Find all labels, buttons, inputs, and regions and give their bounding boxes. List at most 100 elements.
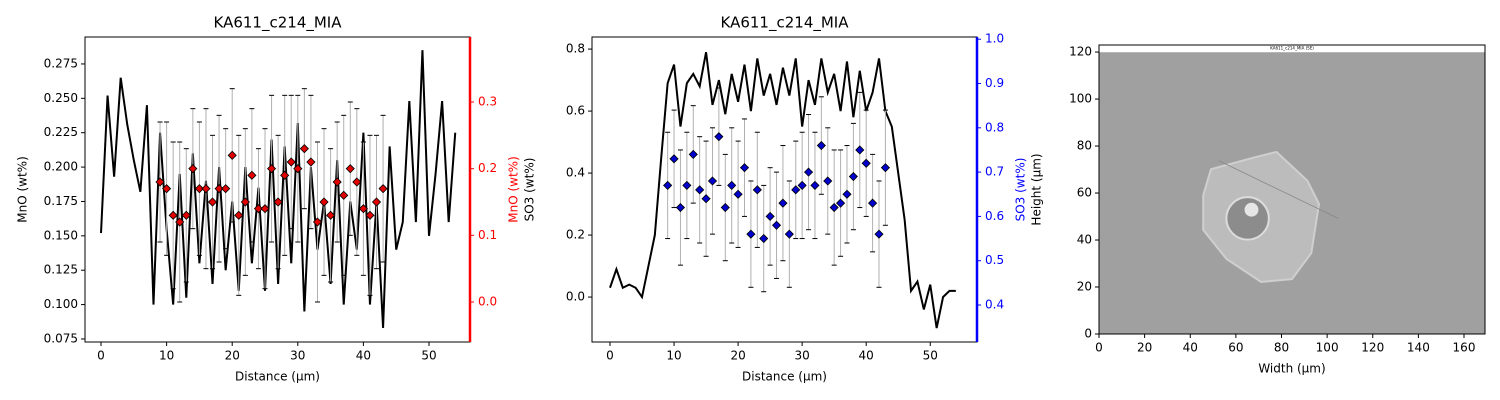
point (720, 202, 730, 213)
x-tick-label: 20 (1137, 341, 1152, 355)
point (823, 176, 833, 186)
point (810, 180, 820, 190)
x-tick-label: 10 (666, 349, 681, 363)
y-axis-label: Height (µm) (1030, 153, 1044, 225)
y-tick-label: 0 (1084, 327, 1092, 341)
plot-frame (591, 36, 978, 343)
y-tick-label: 0.4 (566, 166, 585, 180)
point (194, 184, 204, 194)
x-tick-label: 80 (1274, 341, 1289, 355)
y-tick-label: 0.175 (44, 194, 78, 208)
x-tick-label: 30 (795, 349, 810, 363)
point (221, 184, 231, 194)
y-tick-label: 0.6 (566, 104, 585, 118)
point (784, 229, 794, 239)
point (675, 202, 686, 213)
x-tick-label: 20 (225, 349, 240, 363)
x-tick-label: 0 (606, 349, 614, 363)
point (682, 180, 692, 190)
chart-title: KA611_c214_MIA (721, 14, 850, 33)
point (332, 177, 342, 187)
point (345, 164, 355, 174)
x-tick-label: 0 (1095, 341, 1103, 355)
y-tick-label: 0.200 (44, 160, 78, 174)
y-tick-label: 0.0 (566, 290, 585, 304)
y-tick-label: 0.100 (44, 297, 78, 311)
point (803, 167, 814, 177)
point (663, 180, 673, 190)
x-tick-label: 40 (859, 349, 874, 363)
point (714, 132, 724, 142)
x-tick-label: 140 (1407, 341, 1430, 355)
point (299, 144, 309, 154)
point (352, 177, 362, 187)
point (759, 233, 769, 244)
y2-tick-label: 0.2 (478, 161, 497, 175)
y-tick-label: 40 (1077, 233, 1092, 247)
point (861, 158, 871, 168)
point (797, 180, 807, 190)
y2-tick-label: 0.9 (985, 76, 1004, 90)
point (791, 185, 801, 195)
point (181, 210, 191, 220)
y2-tick-label: 0.7 (985, 165, 1004, 179)
point (868, 198, 878, 208)
x-tick-label: 40 (356, 349, 371, 363)
x-axis-label: Distance (µm) (742, 370, 827, 384)
image-label: KA611_c214_MIA (SE) (1270, 45, 1314, 50)
point (266, 164, 277, 174)
y2-axis-label: SO3 (wt%) (1014, 158, 1028, 222)
point (326, 210, 336, 220)
y-tick-label: 20 (1077, 280, 1092, 294)
y2-tick-label: 0.3 (478, 95, 497, 109)
y-tick-label: 80 (1077, 139, 1092, 153)
point (842, 189, 852, 199)
y-tick-label: 0.075 (44, 331, 78, 345)
point (771, 220, 782, 230)
point (855, 145, 865, 155)
point (234, 210, 244, 220)
y-tick-label: 0.8 (566, 42, 585, 56)
bubble (1244, 202, 1259, 217)
y-tick-label: 0.275 (44, 56, 78, 70)
point (358, 204, 368, 214)
point (168, 210, 178, 220)
y-tick-label: 120 (1069, 45, 1092, 59)
point (312, 217, 323, 227)
x-axis-label: Width (µm) (1258, 362, 1325, 376)
point (727, 180, 737, 190)
y-axis-label: SO3 (wt%) (523, 158, 537, 222)
y2-tick-label: 0.4 (985, 298, 1004, 312)
point (752, 185, 762, 195)
y2-tick-label: 0.1 (478, 228, 497, 242)
y-tick-label: 0.125 (44, 263, 78, 277)
y2-tick-label: 0.6 (985, 209, 1004, 223)
point (260, 204, 270, 214)
point (371, 197, 382, 207)
x-tick-label: 120 (1361, 341, 1384, 355)
y-tick-label: 100 (1069, 92, 1092, 106)
point (378, 184, 388, 194)
y-tick-label: 0.225 (44, 125, 78, 139)
y2-tick-label: 1.0 (985, 32, 1004, 46)
point (701, 194, 711, 204)
y-tick-label: 0.250 (44, 91, 78, 105)
y-tick-label: 60 (1077, 186, 1092, 200)
point (188, 164, 198, 174)
y-axis-label: MnO (wt%) (16, 156, 30, 223)
point (306, 157, 316, 167)
scan-line (1218, 160, 1339, 219)
inclusion (1225, 196, 1270, 241)
point (688, 149, 698, 159)
y-tick-label: 0.2 (566, 228, 585, 242)
x-tick-label: 50 (923, 349, 938, 363)
point (739, 163, 750, 173)
x-tick-label: 10 (159, 349, 174, 363)
point (880, 163, 890, 173)
y2-axis-label: MnO (wt%) (507, 156, 521, 223)
point (874, 229, 884, 239)
point (293, 164, 303, 174)
x-tick-label: 50 (421, 349, 436, 363)
point (227, 150, 237, 160)
